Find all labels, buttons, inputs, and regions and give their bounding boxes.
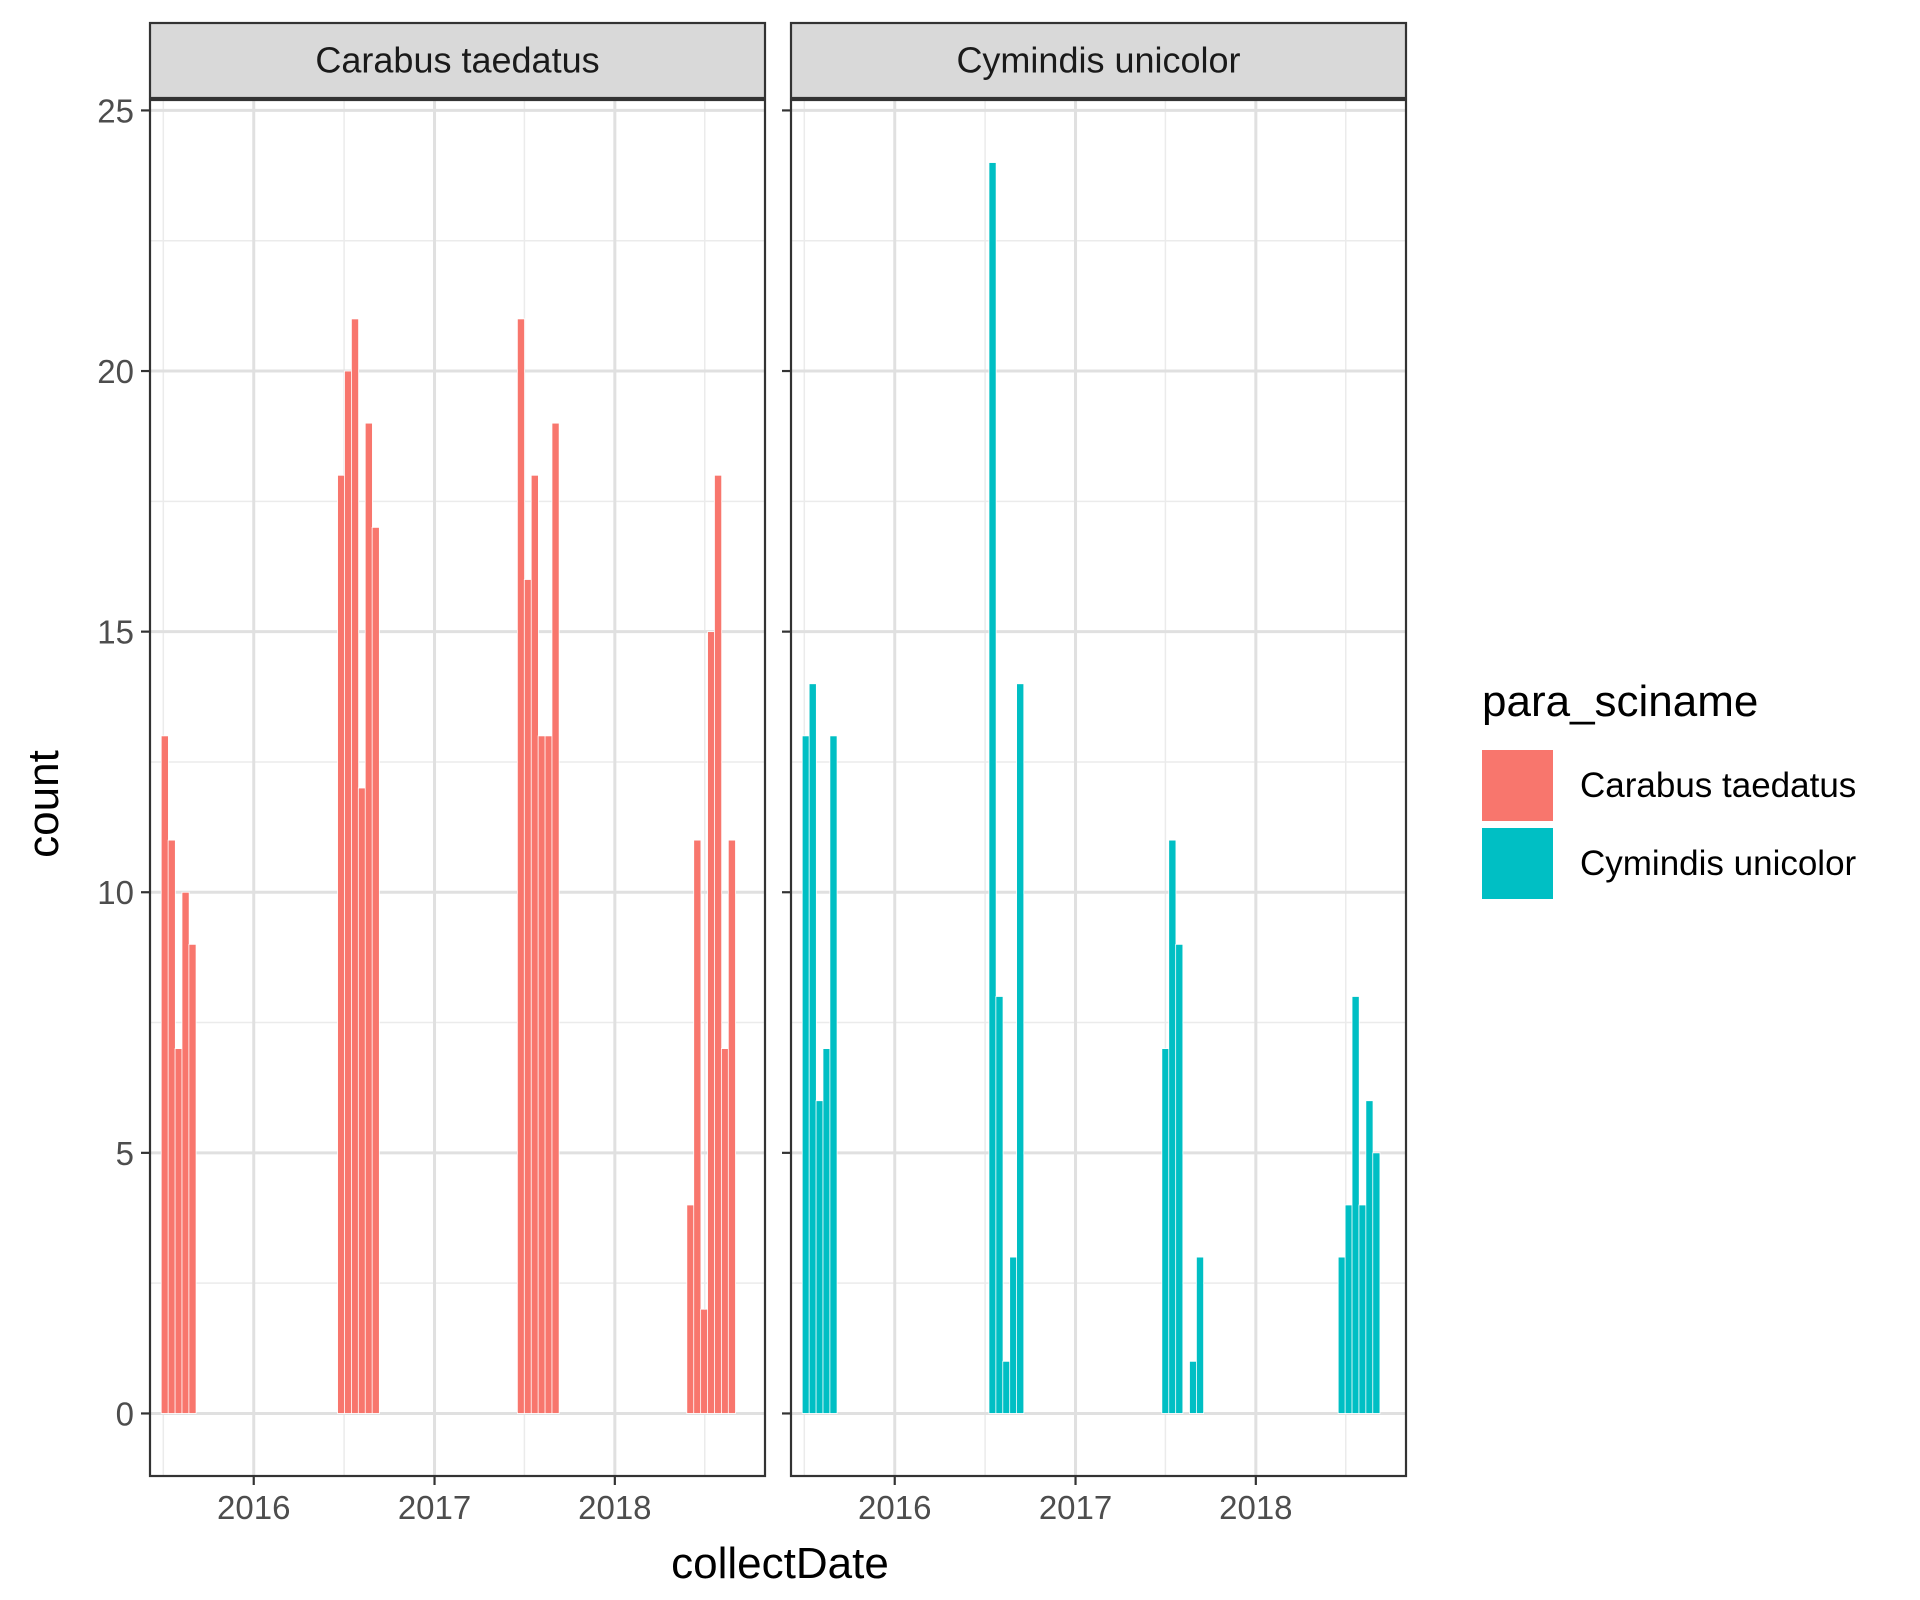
bar-cymindis-unicolor-2015-07-05 (801, 735, 810, 1414)
bar-carabus-taedatus-2018-06-03 (686, 1204, 695, 1414)
legend: para_sciname Carabus taedatus Cymindis u… (1482, 677, 1857, 899)
bar-carabus-taedatus-2015-08-16 (181, 891, 190, 1414)
bar-cymindis-unicolor-2015-08-02 (815, 1100, 824, 1414)
bar-carabus-taedatus-2018-07-15 (707, 631, 716, 1414)
bar-carabus-taedatus-2016-08-21 (364, 422, 373, 1414)
y-tick-label: 5 (116, 1135, 134, 1172)
x-tick-label: 2016 (217, 1489, 290, 1526)
panel-background (791, 100, 1406, 1476)
bar-carabus-taedatus-2016-06-26 (337, 474, 346, 1414)
bar-cymindis-unicolor-2017-09-10 (1196, 1256, 1205, 1414)
facet-strip-label: Carabus taedatus (315, 40, 599, 81)
bar-carabus-taedatus-2018-07-01 (700, 1308, 709, 1414)
facet-panels: Carabus taedatus 2016 2017 2018 0 5 10 15 20 25 Cy… (97, 21, 1408, 1526)
bar-cymindis-unicolor-2016-07-31 (995, 996, 1004, 1414)
bar-carabus-taedatus-2017-07-23 (530, 474, 539, 1414)
legend-label-cymindis-unicolor: Cymindis unicolor (1580, 844, 1857, 883)
bar-carabus-taedatus-2018-07-29 (714, 474, 723, 1414)
bar-cymindis-unicolor-2018-07-08 (1344, 1204, 1353, 1414)
bar-cymindis-unicolor-2016-07-17 (988, 162, 997, 1414)
bar-cymindis-unicolor-2016-08-14 (1002, 1360, 1011, 1414)
bar-cymindis-unicolor-2017-07-30 (1175, 943, 1184, 1414)
bar-cymindis-unicolor-2017-07-16 (1168, 839, 1177, 1414)
bar-carabus-taedatus-2017-08-20 (544, 735, 553, 1414)
bar-carabus-taedatus-2015-07-19 (167, 839, 176, 1414)
bar-carabus-taedatus-2018-06-17 (693, 839, 702, 1414)
bar-cymindis-unicolor-2017-08-27 (1189, 1360, 1198, 1414)
x-tick-label: 2017 (1039, 1489, 1112, 1526)
bar-carabus-taedatus-2016-08-07 (357, 787, 366, 1414)
y-tick-label: 15 (97, 614, 134, 651)
y-axis-title: count (19, 750, 68, 858)
bar-cymindis-unicolor-2016-09-11 (1016, 683, 1025, 1414)
bar-carabus-taedatus-2015-08-30 (188, 943, 197, 1414)
facet-strip-label: Cymindis unicolor (956, 40, 1240, 81)
bar-cymindis-unicolor-2018-07-22 (1351, 996, 1360, 1414)
bar-carabus-taedatus-2017-06-25 (516, 318, 525, 1414)
x-axis-title: collectDate (671, 1539, 889, 1588)
bar-cymindis-unicolor-2018-08-19 (1365, 1100, 1374, 1414)
x-tick-label: 2018 (1219, 1489, 1292, 1526)
facet-panel-cymindis-unicolor: Cymindis unicolor 2016 2017 2018 (782, 21, 1408, 1526)
bar-cymindis-unicolor-2017-07-02 (1161, 1048, 1170, 1414)
bar-cymindis-unicolor-2015-07-19 (808, 683, 817, 1414)
y-tick-label: 0 (116, 1395, 134, 1432)
x-tick-label: 2016 (858, 1489, 931, 1526)
bar-cymindis-unicolor-2018-09-02 (1372, 1152, 1381, 1414)
bar-carabus-taedatus-2017-08-06 (537, 735, 546, 1414)
y-tick-label: 25 (97, 92, 134, 129)
y-tick-label: 10 (97, 874, 134, 911)
bar-carabus-taedatus-2015-07-05 (160, 735, 169, 1414)
panel-border (148, 98, 767, 1478)
bar-carabus-taedatus-2016-09-04 (371, 526, 380, 1414)
legend-key-carabus-taedatus (1482, 750, 1553, 821)
bar-cymindis-unicolor-2018-06-24 (1337, 1256, 1346, 1414)
bar-carabus-taedatus-2017-09-03 (551, 422, 560, 1414)
legend-label-carabus-taedatus: Carabus taedatus (1580, 766, 1856, 805)
facet-strip (148, 21, 767, 100)
bar-carabus-taedatus-2017-07-09 (523, 579, 532, 1414)
bar-carabus-taedatus-2016-07-24 (350, 318, 359, 1414)
bar-carabus-taedatus-2015-08-02 (174, 1048, 183, 1414)
legend-key-cymindis-unicolor (1482, 828, 1553, 899)
facet-panel-carabus-taedatus: Carabus taedatus 2016 2017 2018 0 5 10 15 20 25 (97, 21, 767, 1526)
bar-cymindis-unicolor-2015-08-30 (829, 735, 838, 1414)
panel-background (150, 100, 765, 1476)
bar-cymindis-unicolor-2018-08-05 (1358, 1204, 1367, 1414)
facet-strip (789, 21, 1408, 100)
bar-carabus-taedatus-2016-07-10 (344, 370, 353, 1414)
bar-carabus-taedatus-2018-08-26 (727, 839, 736, 1414)
bar-cymindis-unicolor-2015-08-16 (822, 1048, 831, 1414)
bar-carabus-taedatus-2018-08-12 (720, 1048, 729, 1414)
legend-title: para_sciname (1482, 677, 1758, 726)
x-tick-label: 2017 (398, 1489, 471, 1526)
bar-cymindis-unicolor-2016-08-28 (1009, 1256, 1018, 1414)
panel-border (789, 98, 1408, 1478)
y-tick-label: 20 (97, 353, 134, 390)
x-tick-label: 2018 (578, 1489, 651, 1526)
